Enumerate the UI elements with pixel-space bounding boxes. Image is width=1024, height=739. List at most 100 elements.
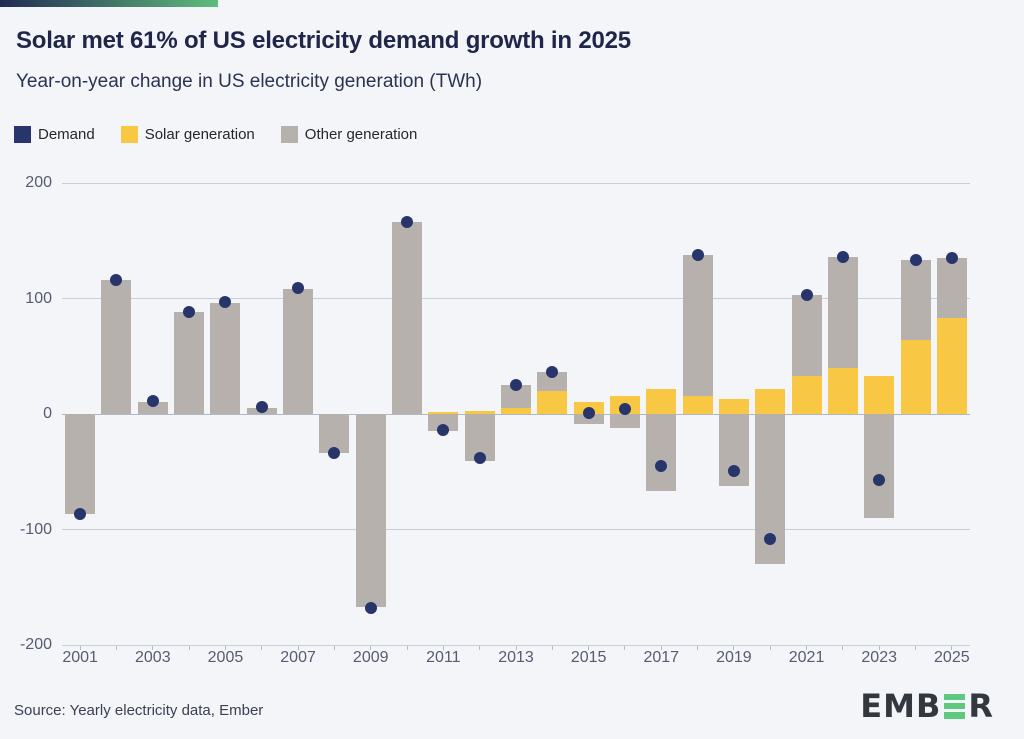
x-tick-2003 — [152, 646, 154, 650]
x-tick-2001 — [79, 646, 81, 650]
x-axis-label-2011: 2011 — [426, 649, 461, 666]
demand-dot-2023 — [873, 473, 886, 486]
x-axis-label-2023: 2023 — [861, 649, 897, 666]
gridline-100 — [62, 298, 970, 299]
legend: Demand Solar generation Other generation — [14, 126, 417, 143]
x-tick-2022 — [842, 646, 844, 650]
x-tick-2010 — [406, 646, 408, 650]
bar-2013-other — [501, 385, 531, 409]
demand-dot-2011 — [437, 424, 450, 437]
demand-dot-2005 — [219, 295, 232, 308]
bar-2018-solar — [682, 395, 713, 414]
bar-2025-other — [936, 258, 967, 319]
x-tick-2008 — [333, 646, 335, 650]
demand-dot-2003 — [146, 395, 159, 408]
bar-2018-other — [682, 254, 713, 396]
y-axis-label--200: -200 — [19, 636, 52, 653]
bar-2007-other — [283, 289, 314, 414]
bar-2002-other — [101, 280, 132, 414]
demand-dot-2022 — [836, 250, 849, 263]
logo-green-e-icon — [944, 693, 966, 719]
x-tick-2020 — [769, 646, 771, 650]
gridline-0 — [62, 413, 970, 415]
bar-2022-other — [827, 256, 858, 368]
bar-2012-solar — [464, 410, 495, 414]
demand-dot-2017 — [655, 459, 668, 472]
legend-item-other: Other generation — [280, 126, 418, 143]
other-swatch-icon — [280, 126, 298, 143]
demand-dot-2014 — [546, 366, 559, 379]
demand-dot-2025 — [945, 252, 958, 265]
bar-2009-other — [355, 414, 386, 607]
x-tick-2007 — [297, 646, 299, 650]
demand-dot-2019 — [727, 464, 740, 477]
legend-label-demand: Demand — [38, 126, 95, 143]
demand-dot-2009 — [364, 602, 377, 615]
legend-item-demand: Demand — [14, 126, 95, 143]
x-axis-label-2003: 2003 — [135, 649, 171, 666]
demand-dot-2006 — [255, 401, 268, 414]
demand-dot-2012 — [473, 451, 486, 464]
bar-2014-other — [537, 372, 568, 391]
x-tick-2018 — [697, 646, 699, 650]
bar-2014-solar — [537, 390, 568, 414]
x-tick-2024 — [915, 646, 917, 650]
y-axis-label-200: 200 — [25, 174, 52, 191]
x-tick-2019 — [733, 646, 735, 650]
x-tick-2014 — [551, 646, 553, 650]
demand-dot-2004 — [183, 306, 196, 319]
logo-text-prefix: EMB — [860, 687, 942, 725]
x-tick-2023 — [878, 646, 880, 650]
x-tick-2004 — [188, 646, 190, 650]
x-tick-2025 — [951, 646, 953, 650]
x-tick-2009 — [370, 646, 372, 650]
x-tick-2016 — [624, 646, 626, 650]
bar-2022-solar — [827, 367, 858, 414]
x-tick-2012 — [479, 646, 481, 650]
legend-label-other: Other generation — [304, 126, 418, 143]
bar-2011-solar — [428, 411, 459, 414]
demand-dot-2016 — [618, 403, 631, 416]
x-axis-label-2013: 2013 — [498, 649, 534, 666]
demand-dot-2010 — [401, 216, 414, 229]
bar-2017-other — [646, 414, 677, 492]
solar-swatch-icon — [120, 126, 138, 143]
bar-2023-solar — [864, 375, 895, 414]
x-tick-2015 — [588, 646, 590, 650]
demand-dot-2024 — [909, 254, 922, 267]
demand-dot-2002 — [110, 274, 123, 287]
x-tick-2013 — [515, 646, 517, 650]
source-text: Source: Yearly electricity data, Ember — [14, 702, 264, 719]
bar-2019-solar — [718, 398, 749, 414]
x-axis-label-2009: 2009 — [352, 649, 389, 666]
page-subtitle: Year-on-year change in US electricity ge… — [16, 71, 483, 92]
bar-2024-other — [900, 260, 931, 341]
y-axis-label-100: 100 — [25, 289, 52, 307]
x-axis-label-2015: 2015 — [570, 649, 607, 666]
x-tick-2011 — [442, 646, 444, 650]
x-axis-label-2025: 2025 — [934, 649, 970, 666]
x-tick-2017 — [660, 646, 662, 650]
bar-2024-solar — [900, 340, 931, 414]
bar-2004-other — [174, 312, 205, 414]
demand-dot-2018 — [691, 248, 704, 261]
demand-dot-2007 — [292, 282, 305, 295]
page-title: Solar met 61% of US electricity demand g… — [16, 27, 631, 54]
x-axis-label-2007: 2007 — [280, 649, 316, 666]
x-axis-label-2001: 2001 — [62, 649, 98, 666]
bar-2017-solar — [646, 388, 677, 414]
bar-2023-other — [864, 414, 895, 518]
x-tick-2021 — [806, 646, 808, 650]
bar-2021-other — [791, 295, 822, 376]
bar-2008-other — [319, 414, 350, 454]
x-axis-label-2017: 2017 — [643, 649, 680, 666]
demand-dot-2020 — [764, 532, 777, 545]
x-tick-2002 — [115, 646, 117, 650]
bar-2003-other — [137, 402, 168, 414]
demand-dot-2021 — [800, 289, 813, 302]
bar-2005-other — [210, 303, 241, 414]
y-axis-label--100: -100 — [19, 520, 52, 538]
demand-dot-2015 — [582, 406, 595, 419]
x-axis-label-2021: 2021 — [788, 649, 825, 666]
